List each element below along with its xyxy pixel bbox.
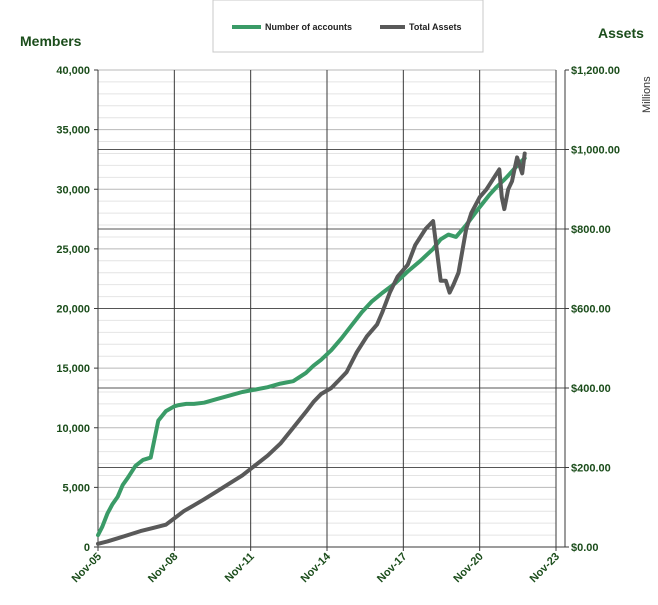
x-tick-label: Nov-23 xyxy=(528,551,562,585)
left-tick-label: 15,000 xyxy=(56,363,90,375)
left-tick-label: 30,000 xyxy=(56,184,90,196)
legend-label-assets: Total Assets xyxy=(409,22,462,32)
left-axis-ticks: 0 5,000 10,000 15,000 20,000 25,000 30,000 35,0… xyxy=(56,65,98,554)
right-tick-label: $400.00 xyxy=(571,383,611,395)
left-tick-label: 5,000 xyxy=(62,482,90,494)
series-lines xyxy=(96,151,527,546)
right-tick-label: $600.00 xyxy=(571,304,611,316)
left-tick-label: 20,000 xyxy=(56,304,90,316)
x-tick-label: Nov-14 xyxy=(299,550,334,585)
x-tick-label: Nov-20 xyxy=(451,551,485,585)
right-axis-title: Assets xyxy=(598,25,644,41)
right-axis-unit: Millions xyxy=(641,76,653,113)
x-tick-label: Nov-08 xyxy=(146,551,180,585)
x-axis-ticks: Nov-05 Nov-08 Nov-11 Nov-14 Nov-17 Nov-20 Nov-… xyxy=(70,547,562,585)
left-tick-label: 25,000 xyxy=(56,244,90,256)
right-tick-label: $800.00 xyxy=(571,224,611,236)
right-tick-label: $1,000.00 xyxy=(571,145,620,157)
x-tick-label: Nov-11 xyxy=(223,551,257,585)
right-tick-label: $1,200.00 xyxy=(571,65,620,77)
grid xyxy=(97,69,566,548)
left-tick-label: 35,000 xyxy=(56,125,90,137)
right-tick-label: $200.00 xyxy=(571,463,611,475)
x-tick-label: Nov-17 xyxy=(375,551,409,585)
x-tick-label: Nov-05 xyxy=(70,551,104,585)
right-axis-ticks: $0.00 $200.00 $400.00 $600.00 $800.00 $1,000.… xyxy=(565,65,620,554)
left-tick-label: 0 xyxy=(84,542,90,554)
legend: Number of accounts Total Assets xyxy=(212,0,484,53)
right-tick-label: $0.00 xyxy=(571,542,599,554)
legend-label-accounts: Number of accounts xyxy=(265,22,352,32)
series-line-accounts xyxy=(96,156,527,538)
series-line-assets xyxy=(96,151,527,546)
left-tick-label: 40,000 xyxy=(56,65,90,77)
left-axis-title: Members xyxy=(20,33,82,49)
left-tick-label: 10,000 xyxy=(56,423,90,435)
